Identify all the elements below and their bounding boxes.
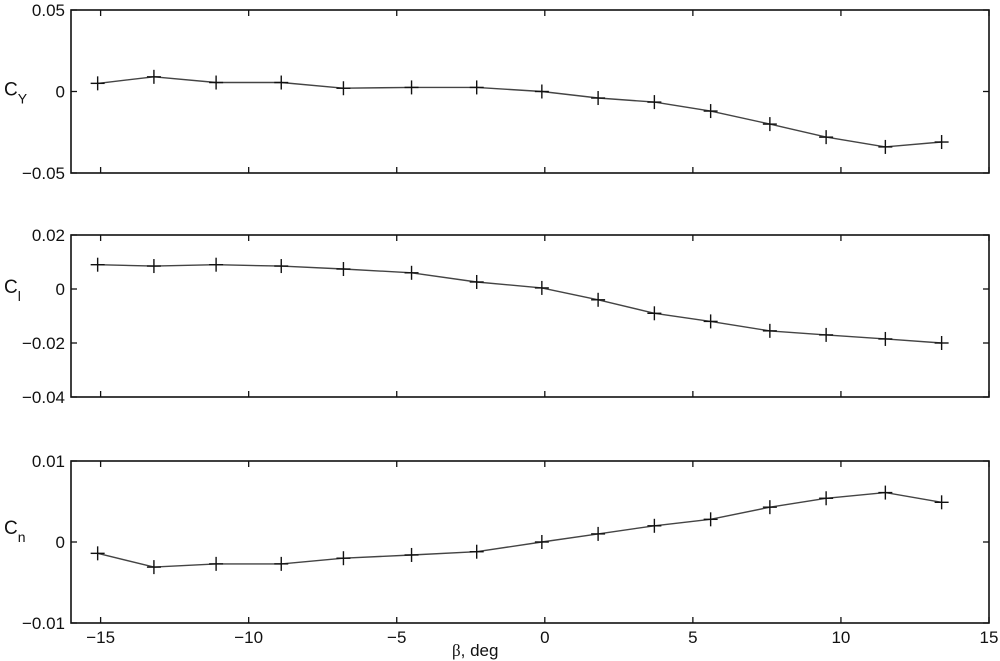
plus-marker-icon (469, 544, 484, 559)
plus-marker-icon (934, 135, 949, 150)
plus-marker-icon (878, 331, 893, 346)
plus-marker-icon (469, 80, 484, 95)
y-tick-label: 0.02 (32, 226, 65, 245)
x-tick-label: −15 (86, 628, 115, 647)
plus-marker-icon (934, 495, 949, 510)
x-tick-label: −5 (387, 628, 406, 647)
y-axis-label: CY (4, 80, 28, 107)
x-tick-label: 10 (831, 628, 850, 647)
plus-marker-icon (647, 95, 662, 110)
plus-marker-icon (274, 259, 289, 274)
plus-marker-icon (703, 512, 718, 527)
plus-marker-icon (90, 76, 105, 91)
axes-box (70, 9, 990, 174)
plus-marker-icon (90, 546, 105, 561)
data-line (97, 491, 942, 568)
plus-marker-icon (336, 262, 351, 277)
y-tick-label: 0.01 (32, 452, 65, 471)
plus-marker-icon (591, 292, 606, 307)
plus-marker-icon (647, 518, 662, 533)
y-tick-label: 0 (56, 533, 65, 552)
plus-marker-icon (534, 280, 549, 295)
plus-marker-icon (878, 139, 893, 154)
plus-marker-icon (209, 556, 224, 571)
y-tick-label: −0.05 (22, 164, 65, 183)
plus-marker-icon (336, 551, 351, 566)
plus-marker-icon (209, 257, 224, 272)
x-axis-label-text: , deg (461, 641, 499, 660)
y-tick-label: −0.02 (22, 334, 65, 353)
cn-subplot: 0.01 0 −0.01 Cn −15 −10 −5 0 5 10 15 (4, 452, 998, 647)
plus-marker-icon (90, 257, 105, 272)
plus-marker-icon (878, 485, 893, 500)
plus-marker-icon (819, 327, 834, 342)
plus-marker-icon (274, 556, 289, 571)
plus-marker-icon (209, 75, 224, 90)
plus-marker-icon (762, 500, 777, 515)
plus-marker-icon (336, 81, 351, 96)
cl-subplot: 0.02 0 −0.02 −0.04 Cl (4, 226, 990, 407)
x-tick-label: 0 (540, 628, 549, 647)
plus-marker-icon (591, 526, 606, 541)
plus-marker-icon (146, 259, 161, 274)
axes-box (70, 460, 990, 624)
plus-marker-icon (146, 560, 161, 575)
plus-marker-icon (404, 265, 419, 280)
y-tick-label: 0 (56, 83, 65, 102)
y-tick-label: 0 (56, 280, 65, 299)
data-line (97, 76, 942, 148)
plus-marker-icon (534, 84, 549, 99)
y-axis-label: Cn (4, 518, 26, 545)
y-tick-label: −0.04 (22, 388, 65, 407)
plus-marker-icon (591, 91, 606, 106)
plus-marker-icon (703, 104, 718, 119)
plus-marker-icon (404, 80, 419, 95)
plus-marker-icon (762, 323, 777, 338)
plus-marker-icon (819, 130, 834, 145)
y-tick-label: 0.05 (32, 1, 65, 20)
plus-marker-icon (146, 69, 161, 84)
x-tick-label: 5 (688, 628, 697, 647)
plus-marker-icon (819, 491, 834, 506)
plus-marker-icon (934, 336, 949, 350)
plus-marker-icon (534, 535, 549, 549)
axes-box (70, 234, 990, 398)
y-axis-label: Cl (4, 277, 21, 304)
plus-marker-icon (762, 117, 777, 132)
x-axis-label-symbol: β (452, 641, 461, 660)
y-tick-label: −0.01 (22, 614, 65, 633)
plus-marker-icon (404, 547, 419, 562)
x-axis-label: β, deg (452, 641, 498, 660)
plus-marker-icon (469, 274, 484, 289)
cy-subplot: 0.05 0 −0.05 CY (4, 1, 990, 183)
plus-marker-icon (274, 75, 289, 90)
x-tick-label: −10 (234, 628, 263, 647)
plus-marker-icon (703, 314, 718, 329)
x-tick-label: 15 (980, 628, 999, 647)
plus-marker-icon (647, 306, 662, 321)
data-line (97, 263, 942, 344)
